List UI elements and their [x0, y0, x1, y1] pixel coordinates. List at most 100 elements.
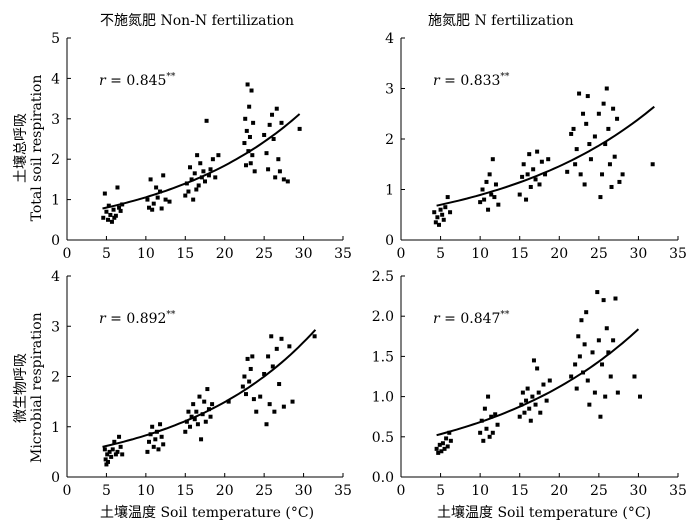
x-tick-label-microbial-nonN: 30	[295, 483, 313, 499]
data-point-microbial-nonN	[110, 447, 115, 452]
y-tick-label-total-nonN: 0	[51, 233, 60, 249]
x-axis-title-right: 土壤温度 Soil temperature (°C)	[437, 505, 652, 521]
data-point-total-N	[517, 192, 522, 197]
data-point-microbial-N	[495, 422, 500, 427]
data-point-total-N	[525, 172, 530, 177]
data-point-total-N	[573, 162, 578, 167]
data-point-total-N	[531, 167, 536, 172]
data-point-total-nonN	[109, 219, 114, 224]
data-point-microbial-nonN	[191, 402, 196, 407]
data-point-microbial-N	[615, 390, 620, 395]
x-tick-label-total-N: 15	[511, 246, 529, 262]
data-point-total-nonN	[150, 207, 155, 212]
data-point-microbial-N	[530, 394, 535, 399]
x-axis-title-left: 土壤温度 Soil temperature (°C)	[100, 505, 315, 521]
data-point-microbial-nonN	[158, 422, 163, 427]
data-point-total-N	[480, 187, 485, 192]
data-point-total-N	[448, 210, 453, 215]
data-point-microbial-N	[638, 394, 643, 399]
data-point-total-N	[600, 172, 605, 177]
data-point-total-N	[588, 157, 593, 162]
y-tick-label-total-nonN: 4	[51, 71, 60, 87]
data-point-total-N	[574, 147, 579, 152]
data-point-microbial-N	[538, 410, 543, 415]
data-point-microbial-N	[632, 374, 637, 379]
data-point-microbial-nonN	[199, 437, 204, 442]
data-point-total-N	[543, 172, 548, 177]
data-point-total-nonN	[145, 197, 150, 202]
data-point-microbial-nonN	[247, 379, 252, 384]
data-point-microbial-nonN	[277, 382, 282, 387]
x-tick-label-total-nonN: 0	[63, 246, 72, 262]
data-point-microbial-N	[484, 426, 489, 431]
data-point-microbial-N	[574, 386, 579, 391]
data-point-total-nonN	[159, 206, 164, 211]
data-point-total-nonN	[274, 106, 279, 111]
data-point-total-nonN	[213, 175, 218, 180]
data-point-total-nonN	[158, 189, 163, 194]
data-point-microbial-N	[481, 438, 486, 443]
data-point-total-N	[445, 195, 450, 200]
y-tick-label-microbial-nonN: 4	[51, 269, 60, 285]
data-point-total-nonN	[195, 153, 200, 158]
x-tick-label-total-nonN: 5	[102, 246, 111, 262]
data-point-microbial-nonN	[105, 452, 110, 457]
data-point-total-N	[435, 215, 440, 220]
data-point-total-nonN	[183, 193, 188, 198]
data-point-microbial-nonN	[159, 434, 164, 439]
data-point-total-nonN	[112, 215, 117, 220]
data-point-microbial-N	[489, 414, 494, 419]
fit-curve-total-N	[436, 105, 655, 207]
data-point-total-N	[581, 111, 586, 116]
data-point-total-N	[493, 182, 498, 187]
data-point-microbial-N	[573, 362, 578, 367]
data-point-microbial-nonN	[279, 336, 284, 341]
fit-curve-total-nonN	[102, 113, 301, 210]
data-point-total-N	[615, 116, 620, 121]
data-point-total-N	[609, 184, 614, 189]
y-tick-label-microbial-nonN: 3	[51, 319, 60, 335]
data-point-total-nonN	[161, 173, 166, 178]
data-point-microbial-nonN	[147, 439, 152, 444]
data-point-microbial-N	[592, 390, 597, 395]
data-point-microbial-N	[608, 374, 613, 379]
data-point-total-N	[596, 111, 601, 116]
data-point-microbial-nonN	[202, 399, 207, 404]
data-point-microbial-nonN	[186, 409, 191, 414]
data-point-microbial-nonN	[274, 346, 279, 351]
data-point-microbial-nonN	[107, 449, 112, 454]
data-point-microbial-N	[547, 378, 552, 383]
data-point-total-N	[617, 179, 622, 184]
data-point-total-N	[650, 162, 655, 167]
data-point-microbial-N	[569, 374, 574, 379]
data-point-total-N	[585, 94, 590, 99]
x-tick-label-total-N: 5	[436, 246, 445, 262]
data-point-total-N	[578, 172, 583, 177]
data-point-microbial-N	[541, 382, 546, 387]
data-point-total-nonN	[113, 213, 118, 218]
data-point-microbial-N	[440, 441, 445, 446]
data-point-microbial-nonN	[145, 449, 150, 454]
data-point-total-N	[528, 184, 533, 189]
data-point-microbial-N	[535, 366, 540, 371]
data-point-microbial-nonN	[312, 334, 317, 339]
x-tick-label-total-nonN: 15	[176, 246, 194, 262]
data-point-microbial-nonN	[120, 452, 125, 457]
data-point-microbial-nonN	[103, 457, 108, 462]
data-point-total-nonN	[147, 205, 152, 210]
data-point-microbial-nonN	[245, 356, 250, 361]
data-point-total-N	[611, 106, 616, 111]
data-point-microbial-N	[524, 398, 529, 403]
fit-curve-microbial-N	[436, 328, 640, 437]
data-point-microbial-nonN	[156, 447, 161, 452]
data-point-microbial-N	[590, 350, 595, 355]
data-point-microbial-nonN	[104, 462, 109, 467]
data-point-total-nonN	[249, 88, 254, 93]
data-point-total-nonN	[111, 207, 116, 212]
data-point-total-nonN	[266, 167, 271, 172]
data-point-total-nonN	[117, 205, 122, 210]
correlation-annotation-microbial-nonN: r = 0.892**	[99, 310, 176, 327]
y-tick-label-total-N: 4	[385, 31, 394, 47]
data-point-microbial-N	[436, 450, 441, 455]
data-point-total-nonN	[163, 197, 168, 202]
